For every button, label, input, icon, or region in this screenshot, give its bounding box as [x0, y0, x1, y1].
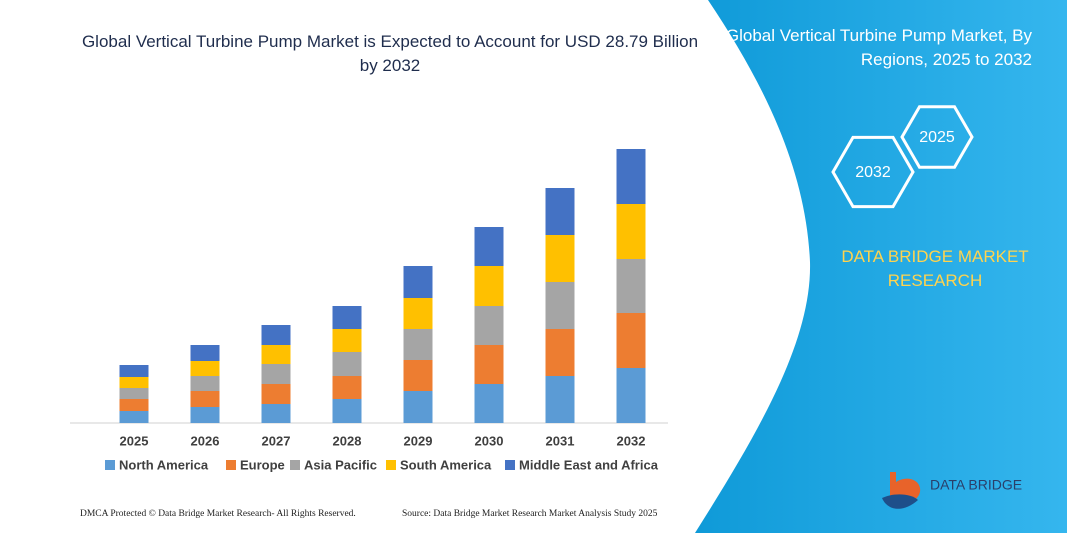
x-tick-label: 2025 — [120, 433, 149, 448]
bar-segment — [545, 235, 575, 282]
legend-swatch — [290, 460, 300, 470]
legend-swatch — [505, 460, 515, 470]
bar-segment — [119, 399, 149, 411]
bar-segment — [616, 204, 646, 259]
bar-segment — [616, 368, 646, 423]
bar-segment — [261, 384, 291, 404]
bar-segment — [261, 345, 291, 364]
logo-mark — [882, 494, 918, 509]
bar-segment — [474, 384, 504, 423]
bar-segment — [190, 345, 220, 361]
legend-swatch — [105, 460, 115, 470]
bar-segment — [119, 388, 149, 399]
legend-swatch — [386, 460, 396, 470]
legend-label: Middle East and Africa — [519, 457, 659, 472]
bar-segment — [332, 329, 362, 352]
bar-segment — [545, 188, 575, 235]
legend-swatch — [226, 460, 236, 470]
bar-segment — [261, 364, 291, 384]
legend-label: Europe — [240, 457, 285, 472]
x-tick-label: 2027 — [262, 433, 291, 448]
legend-label: North America — [119, 457, 209, 472]
bar-segment — [332, 399, 362, 423]
hexagon — [900, 105, 974, 169]
bar-segment — [474, 345, 504, 384]
brand-text: DATA BRIDGE MARKET RESEARCH — [841, 247, 1029, 290]
bar-segment — [119, 377, 149, 388]
x-tick-label: 2029 — [404, 433, 433, 448]
bar-segment — [190, 391, 220, 407]
bar-segment — [545, 329, 575, 376]
bar-segment — [332, 352, 362, 376]
bar-segment — [190, 361, 220, 376]
chart-title: Global Vertical Turbine Pump Market is E… — [81, 32, 699, 75]
bar-segment — [616, 313, 646, 368]
bar-segment — [616, 259, 646, 313]
bar-segment — [403, 266, 433, 298]
bar-segment — [119, 411, 149, 423]
bar-segment — [332, 306, 362, 329]
bar-segment — [474, 306, 504, 345]
logo: DATA BRIDGE — [882, 472, 1022, 509]
x-tick-label: 2026 — [191, 433, 220, 448]
legend-label: Asia Pacific — [304, 457, 377, 472]
footer-right: Source: Data Bridge Market Research Mark… — [402, 509, 658, 519]
bar-segment — [403, 329, 433, 360]
bar-segment — [261, 404, 291, 423]
bar-segment — [190, 407, 220, 423]
x-tick-label: 2032 — [617, 433, 646, 448]
bar-segment — [403, 391, 433, 423]
bar-segment — [119, 365, 149, 377]
bar-segment — [545, 282, 575, 329]
bar-segment — [332, 376, 362, 399]
bar-segment — [261, 325, 291, 345]
bar-segment — [474, 227, 504, 266]
hexagon-label: 2032 — [855, 164, 891, 181]
hexagon-label: 2025 — [919, 129, 955, 146]
logo-text: DATA BRIDGE — [930, 477, 1022, 493]
side-panel — [695, 0, 1067, 533]
legend-label: South America — [400, 457, 492, 472]
bar-segment — [403, 298, 433, 329]
x-tick-label: 2030 — [475, 433, 504, 448]
footer-left: DMCA Protected © Data Bridge Market Rese… — [80, 509, 356, 519]
x-tick-label: 2028 — [333, 433, 362, 448]
bar-segment — [403, 360, 433, 391]
bar-segment — [474, 266, 504, 306]
plot: 2025 2026 2027 2028 2029 2030 2031 2032 North Am… — [105, 149, 659, 472]
panel-title: Global Vertical Turbine Pump Market, By … — [725, 26, 1032, 69]
bar-segment — [616, 149, 646, 204]
x-tick-label: 2031 — [546, 433, 575, 448]
bar-segment — [190, 376, 220, 391]
hexagon — [831, 135, 915, 209]
bar-segment — [545, 376, 575, 423]
